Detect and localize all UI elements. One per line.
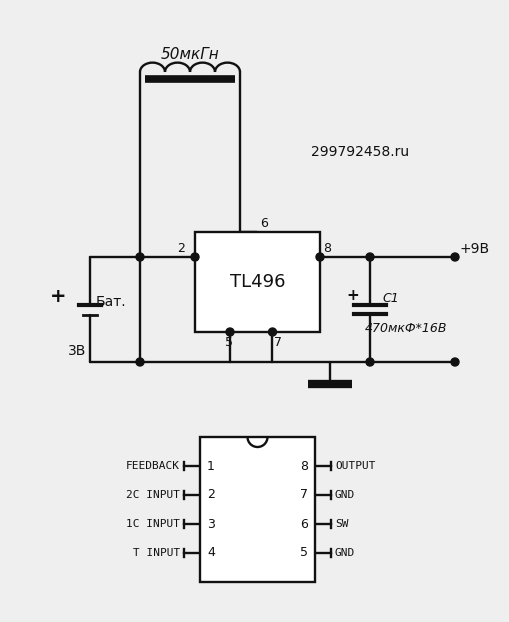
Circle shape bbox=[191, 253, 199, 261]
Text: FEEDBACK: FEEDBACK bbox=[126, 461, 180, 471]
Text: Бат.: Бат. bbox=[96, 294, 126, 309]
Bar bbox=[194, 232, 319, 332]
Text: 50мкГн: 50мкГн bbox=[160, 47, 219, 62]
Circle shape bbox=[450, 358, 458, 366]
Text: 470мкФ*16В: 470мкФ*16В bbox=[364, 322, 446, 335]
Circle shape bbox=[225, 328, 234, 336]
Text: 5: 5 bbox=[299, 547, 307, 560]
Text: 2: 2 bbox=[177, 242, 185, 255]
Text: 7: 7 bbox=[299, 488, 307, 501]
Circle shape bbox=[136, 253, 144, 261]
Text: 2C INPUT: 2C INPUT bbox=[126, 490, 180, 500]
Text: 5: 5 bbox=[224, 336, 233, 349]
Text: 2: 2 bbox=[207, 488, 214, 501]
Circle shape bbox=[316, 253, 323, 261]
Text: 8: 8 bbox=[299, 460, 307, 473]
Circle shape bbox=[365, 358, 373, 366]
Text: T INPUT: T INPUT bbox=[132, 548, 180, 558]
Circle shape bbox=[268, 328, 276, 336]
Text: GND: GND bbox=[334, 490, 355, 500]
Text: 299792458.ru: 299792458.ru bbox=[310, 145, 408, 159]
Text: 4: 4 bbox=[207, 547, 214, 560]
Text: +9В: +9В bbox=[459, 242, 489, 256]
Circle shape bbox=[450, 253, 458, 261]
Text: 1C INPUT: 1C INPUT bbox=[126, 519, 180, 529]
Text: SW: SW bbox=[334, 519, 348, 529]
Text: +: + bbox=[345, 287, 358, 302]
Text: OUTPUT: OUTPUT bbox=[334, 461, 375, 471]
Text: +: + bbox=[50, 287, 66, 307]
Bar bbox=[200, 437, 315, 582]
Text: 6: 6 bbox=[260, 217, 268, 230]
Text: GND: GND bbox=[334, 548, 355, 558]
Text: 7: 7 bbox=[274, 336, 282, 349]
Circle shape bbox=[136, 358, 144, 366]
Text: 8: 8 bbox=[322, 242, 330, 255]
Text: TL496: TL496 bbox=[229, 273, 285, 291]
Circle shape bbox=[365, 253, 373, 261]
Text: 6: 6 bbox=[299, 518, 307, 531]
Text: 3В: 3В bbox=[68, 344, 86, 358]
Text: C1: C1 bbox=[381, 292, 398, 305]
Text: 1: 1 bbox=[207, 460, 214, 473]
Text: 3: 3 bbox=[207, 518, 214, 531]
